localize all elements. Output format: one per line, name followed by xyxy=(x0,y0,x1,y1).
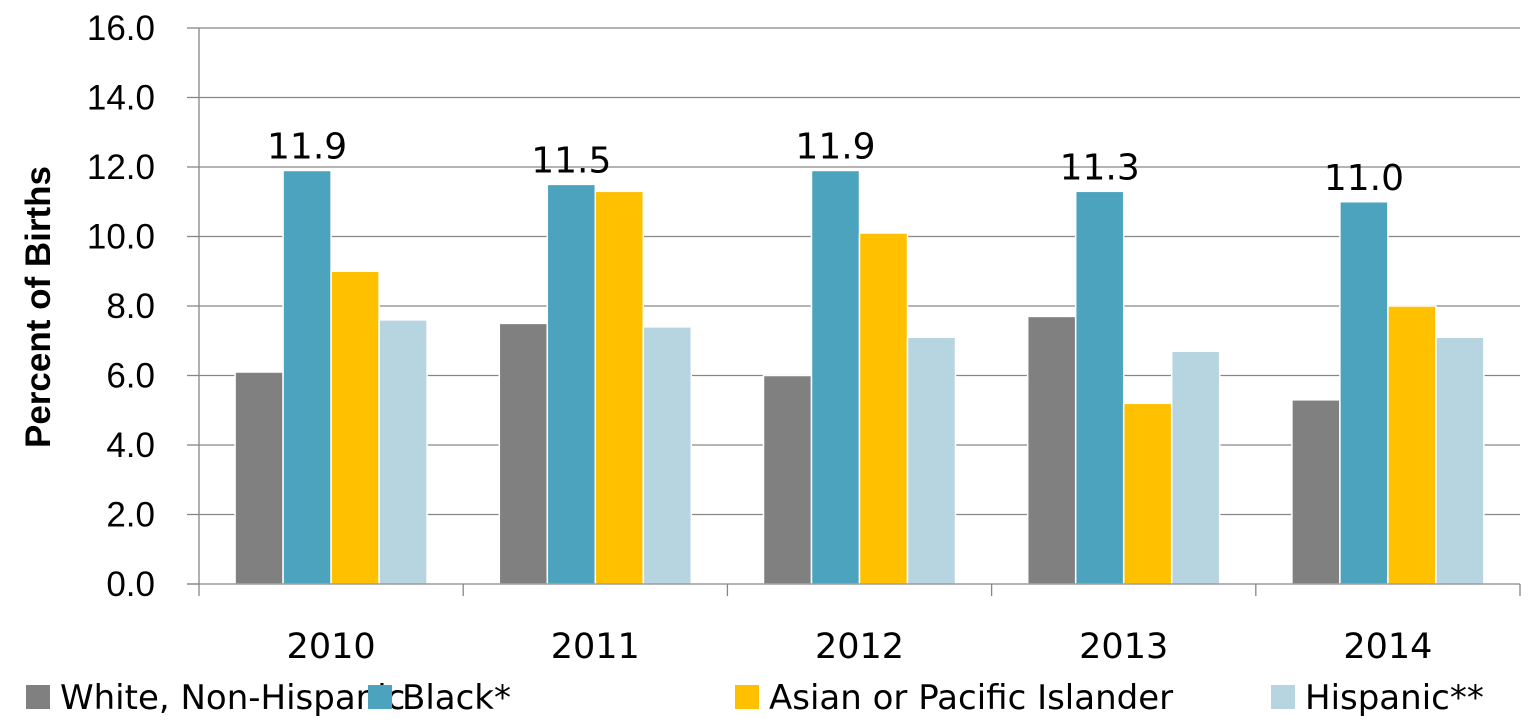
data-label: 11.3 xyxy=(1060,147,1140,188)
bar xyxy=(762,374,813,585)
bar xyxy=(234,371,284,585)
legend-swatch xyxy=(735,685,759,709)
bar xyxy=(1291,399,1341,585)
bar xyxy=(1026,315,1077,585)
data-label: 11.0 xyxy=(1324,158,1404,199)
data-label: 11.9 xyxy=(795,126,875,167)
x-category-label: 2010 xyxy=(287,627,376,667)
legend-item: White, Non-Hispanic xyxy=(26,678,405,718)
bar xyxy=(282,169,332,585)
legend-label: Black* xyxy=(402,678,511,718)
x-category-labels: 2010 2011 2012 2013 2014 xyxy=(287,627,1433,667)
bar xyxy=(1435,336,1485,585)
bar xyxy=(906,336,957,585)
legend-swatch xyxy=(368,685,392,709)
y-tick-label: 16.0 xyxy=(87,9,155,48)
bar xyxy=(1339,201,1389,585)
y-tick-label: 4.0 xyxy=(106,426,155,465)
bar xyxy=(642,326,693,585)
bar xyxy=(498,322,549,585)
legend-item: Black* xyxy=(368,678,511,718)
bar xyxy=(1387,305,1437,585)
bar xyxy=(378,319,428,585)
bar xyxy=(858,232,909,585)
legend-swatch xyxy=(1271,685,1295,709)
x-category-label: 2012 xyxy=(815,627,904,667)
bar xyxy=(594,190,645,585)
y-tick-labels: 0.0 2.0 4.0 6.0 8.0 10.0 12.0 14.0 16.0 xyxy=(87,9,155,604)
x-category-label: 2013 xyxy=(1079,627,1168,667)
bar xyxy=(1170,350,1221,585)
legend-label: White, Non-Hispanic xyxy=(60,678,405,718)
legend-label: Asian or Pacific Islander xyxy=(769,678,1173,718)
y-tick-label: 14.0 xyxy=(87,79,155,118)
x-category-label: 2011 xyxy=(551,627,640,667)
axes xyxy=(187,27,1521,596)
bar xyxy=(1122,402,1173,585)
data-label: 11.9 xyxy=(267,126,347,167)
bars xyxy=(234,169,1485,585)
x-category-label: 2014 xyxy=(1343,627,1432,667)
y-tick-label: 6.0 xyxy=(106,357,155,396)
y-tick-label: 0.0 xyxy=(106,565,155,604)
data-label: 11.5 xyxy=(531,140,611,181)
y-tick-label: 2.0 xyxy=(106,496,155,535)
bar xyxy=(1074,190,1125,585)
bar xyxy=(330,270,380,585)
y-tick-label: 8.0 xyxy=(106,287,155,326)
y-axis-title: Percent of Births xyxy=(19,166,58,448)
y-tick-label: 12.0 xyxy=(87,148,155,187)
data-labels: 11.9 11.5 11.9 11.3 11.0 xyxy=(267,126,1404,198)
legend-item: Hispanic** xyxy=(1271,678,1484,718)
legend-swatch xyxy=(26,685,50,709)
bar xyxy=(810,169,861,585)
y-tick-label: 10.0 xyxy=(87,218,155,257)
bar xyxy=(546,183,597,585)
legend-item: Asian or Pacific Islander xyxy=(735,678,1173,718)
legend-label: Hispanic** xyxy=(1305,678,1484,718)
